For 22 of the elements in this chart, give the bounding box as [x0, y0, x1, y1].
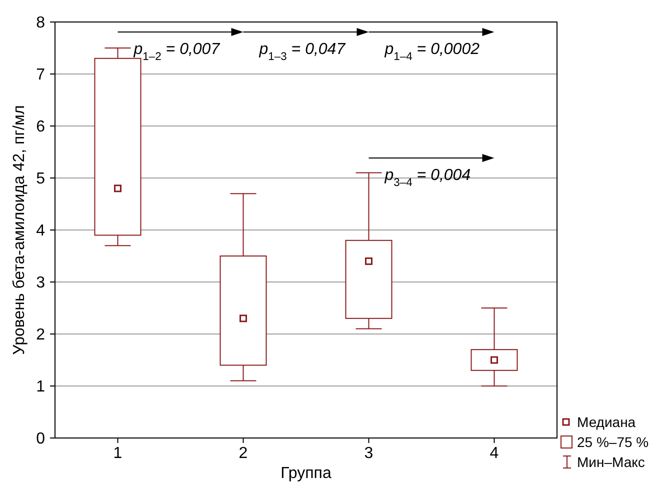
annotation: p$_{3–4}$ = 0,004 — [384, 167, 471, 189]
y-axis-title: Уровень бета-амилоида 42, пг/мл — [11, 105, 28, 355]
y-tick-label: 4 — [36, 222, 46, 240]
y-tick-label: 1 — [36, 378, 46, 396]
x-tick-label: 3 — [364, 445, 374, 462]
x-tick-label: 1 — [113, 445, 122, 462]
annotation: p$_{1–4}$ = 0,0002 — [384, 41, 480, 63]
y-tick-label: 8 — [36, 14, 46, 32]
y-tick-label: 2 — [36, 326, 46, 344]
y-tick-label: 6 — [36, 118, 46, 136]
text: Мин–Макс — [577, 454, 645, 470]
text: Медиана — [577, 414, 636, 430]
text: 25 %–75 % — [577, 434, 649, 450]
y-tick-label: 0 — [36, 430, 46, 448]
y-tick-label: 5 — [36, 170, 46, 188]
x-axis-title: Группа — [280, 465, 332, 482]
annotation: p$_{1–2}$ = 0,007 — [132, 41, 221, 63]
annotation: p$_{1–3}$ = 0,047 — [258, 41, 346, 63]
x-tick-label: 4 — [490, 445, 499, 462]
y-tick-label: 3 — [36, 274, 46, 292]
x-tick-label: 2 — [238, 445, 248, 462]
y-tick-label: 7 — [36, 66, 46, 84]
